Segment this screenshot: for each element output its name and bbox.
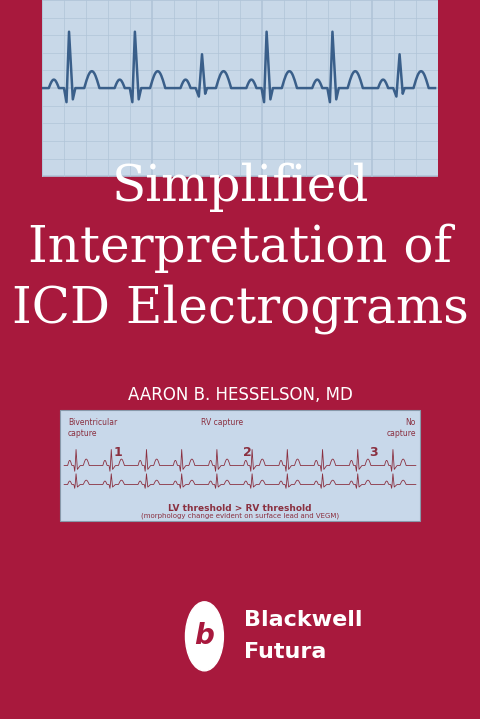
Text: RV capture: RV capture [201, 418, 243, 428]
Text: No
capture: No capture [386, 418, 416, 438]
Text: (morphology change evident on surface lead and VEGM): (morphology change evident on surface le… [141, 513, 339, 520]
Text: AARON B. HESSELSON, MD: AARON B. HESSELSON, MD [128, 386, 352, 405]
Text: Blackwell: Blackwell [244, 610, 362, 631]
Text: ICD Electrograms: ICD Electrograms [12, 284, 468, 334]
Text: b: b [194, 623, 215, 650]
Bar [42, 0, 438, 176]
Text: LV threshold > RV threshold: LV threshold > RV threshold [168, 504, 312, 513]
Text: 2: 2 [243, 446, 252, 459]
Circle shape [185, 602, 223, 671]
Text: Futura: Futura [244, 642, 326, 662]
Text: Simplified: Simplified [111, 162, 369, 211]
Text: Biventricular
capture: Biventricular capture [68, 418, 118, 438]
Text: Interpretation of: Interpretation of [28, 224, 452, 273]
Text: 3: 3 [369, 446, 377, 459]
Bar [60, 410, 420, 521]
Text: 1: 1 [113, 446, 122, 459]
